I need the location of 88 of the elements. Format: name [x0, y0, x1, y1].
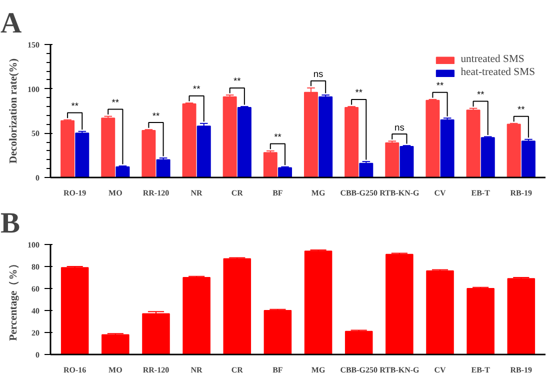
- bar: [60, 267, 89, 354]
- bar: [182, 277, 210, 354]
- y-axis-title: Percentage（%）: [8, 258, 20, 341]
- x-tick-label: MG: [311, 366, 326, 374]
- bar: [507, 278, 536, 354]
- annotation: **: [112, 97, 120, 108]
- bar: [385, 142, 400, 178]
- annotation: **: [355, 88, 363, 98]
- x-tick-label: CR: [231, 188, 244, 198]
- x-tick-label: RTB-KN-G: [380, 366, 420, 374]
- y-tick-label: 0: [36, 350, 40, 360]
- y-axis-title: Decolorization rate(%): [8, 58, 20, 164]
- x-tick-label: CBB-G250: [340, 188, 378, 198]
- chart-title: B: [0, 208, 20, 240]
- annotation: ns: [313, 69, 324, 80]
- bar: [75, 132, 90, 178]
- bar: [344, 330, 373, 354]
- x-tick-label: MO: [108, 188, 122, 198]
- bar: [521, 140, 536, 178]
- y-tick-label: 80: [32, 262, 40, 272]
- bar: [304, 92, 318, 178]
- bar: [196, 126, 211, 178]
- bar: [222, 96, 237, 178]
- bar: [156, 159, 170, 178]
- bar: [466, 110, 480, 178]
- x-tick-label: RR-120: [142, 188, 170, 198]
- bar: [116, 166, 130, 178]
- x-tick-label: EB-T: [471, 366, 491, 374]
- bar: [440, 119, 454, 178]
- x-tick-label: MG: [311, 188, 326, 198]
- annotation: **: [518, 104, 526, 115]
- y-tick-label: 100: [28, 84, 40, 94]
- x-tick-label: RR-120: [142, 366, 170, 374]
- x-tick-label: NR: [190, 366, 203, 374]
- bar: [263, 152, 278, 178]
- bar: [182, 103, 196, 178]
- chart-title: A: [0, 8, 22, 40]
- x-tick-label: BF: [272, 366, 283, 374]
- annotation: **: [476, 89, 485, 100]
- bar: [466, 288, 494, 354]
- annotation: **: [152, 110, 160, 121]
- y-tick-label: 100: [28, 240, 40, 250]
- x-tick-label: RB-19: [510, 188, 532, 198]
- annotation: **: [234, 76, 242, 86]
- bar: [400, 146, 414, 178]
- bar: [278, 167, 292, 178]
- bar: [237, 106, 252, 178]
- x-tick-label: RO-19: [64, 188, 86, 198]
- bar: [359, 162, 374, 178]
- bar: [506, 124, 521, 178]
- y-tick-label: 60: [32, 284, 40, 294]
- x-tick-label: BF: [272, 188, 283, 198]
- annotation: **: [71, 101, 79, 111]
- x-tick-label: RTB-KN-G: [380, 188, 420, 198]
- x-tick-label: MO: [108, 366, 122, 374]
- x-tick-label: RB-19: [510, 366, 532, 374]
- y-tick-label: 20: [32, 328, 40, 338]
- annotation: ns: [394, 122, 405, 132]
- bar: [344, 106, 359, 178]
- bar: [318, 96, 333, 178]
- bar: [60, 120, 75, 178]
- bar: [142, 130, 156, 178]
- annotation: **: [274, 132, 282, 142]
- x-tick-label: CV: [434, 188, 446, 198]
- y-tick-label: 150: [28, 40, 40, 50]
- y-tick-label: 40: [32, 306, 40, 316]
- legend-label: heat-treated SMS: [460, 67, 535, 78]
- x-tick-label: NR: [190, 188, 203, 198]
- bar: [142, 313, 170, 354]
- bar: [223, 258, 252, 354]
- bar: [386, 254, 414, 354]
- y-tick-label: 50: [32, 129, 40, 138]
- bar: [480, 137, 495, 178]
- bar: [426, 100, 440, 178]
- bar: [101, 118, 116, 178]
- legend-label: untreated SMS: [460, 54, 524, 65]
- annotation: **: [192, 84, 201, 94]
- x-tick-label: EB-T: [471, 188, 491, 198]
- annotation: **: [436, 80, 444, 91]
- bar: [426, 270, 454, 354]
- x-tick-label: CR: [231, 366, 244, 374]
- bar: [264, 310, 292, 354]
- x-tick-label: CBB-G250: [340, 366, 378, 374]
- bar: [304, 250, 332, 354]
- bar: [102, 334, 130, 354]
- y-tick-label: 0: [36, 174, 40, 182]
- x-tick-label: RO-16: [64, 366, 86, 374]
- x-tick-label: CV: [434, 366, 446, 374]
